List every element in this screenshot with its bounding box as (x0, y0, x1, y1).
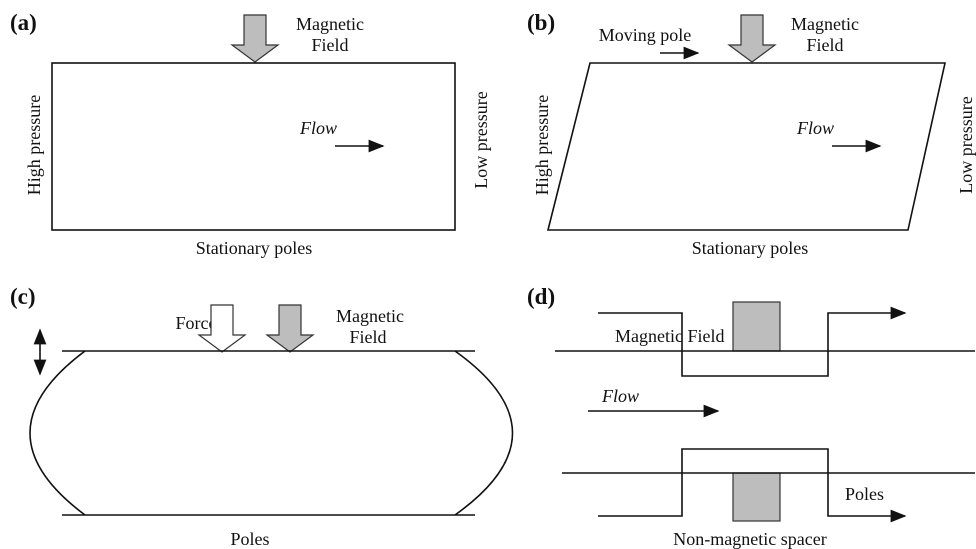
field-arrow (727, 14, 777, 63)
field-label: Field (311, 35, 348, 55)
spacer-label: Non-magnetic spacer (673, 529, 826, 549)
pressure-label: Low pressure (956, 96, 976, 193)
field-line (598, 306, 907, 377)
force-arrow (197, 304, 247, 353)
fluid-boundary (454, 350, 514, 516)
field-arrow (230, 14, 280, 63)
field-label: Field (806, 35, 843, 55)
panel-label: (c) (10, 284, 36, 309)
field-line (598, 448, 907, 523)
field-arrow (265, 304, 315, 353)
moving-label: Moving pole (599, 25, 692, 45)
poles-label: Poles (845, 484, 884, 504)
spacer (732, 301, 781, 352)
panel-label: (b) (527, 10, 555, 35)
poles-label: Stationary poles (692, 238, 808, 258)
poles-label: Stationary poles (196, 238, 312, 258)
pressure-label: Low pressure (471, 91, 491, 188)
fluid-boundary (29, 350, 86, 516)
flow-label: Flow (796, 118, 834, 138)
channel (546, 62, 946, 231)
pressure-label: High pressure (532, 95, 552, 195)
field-label: Magnetic Field (615, 326, 724, 346)
panel-label: (d) (527, 284, 555, 309)
panel-label: (a) (10, 10, 37, 35)
flow-label: Flow (299, 118, 337, 138)
pressure-label: High pressure (24, 95, 44, 195)
field-label: Magnetic (336, 306, 404, 326)
poles-label: Poles (230, 529, 269, 549)
channel (51, 62, 456, 231)
flow-label: Flow (601, 386, 639, 406)
field-label: Magnetic (296, 14, 364, 34)
field-label: Magnetic (791, 14, 859, 34)
field-label: Field (349, 327, 386, 347)
spacer (732, 472, 781, 522)
force-label: Force (176, 313, 217, 333)
